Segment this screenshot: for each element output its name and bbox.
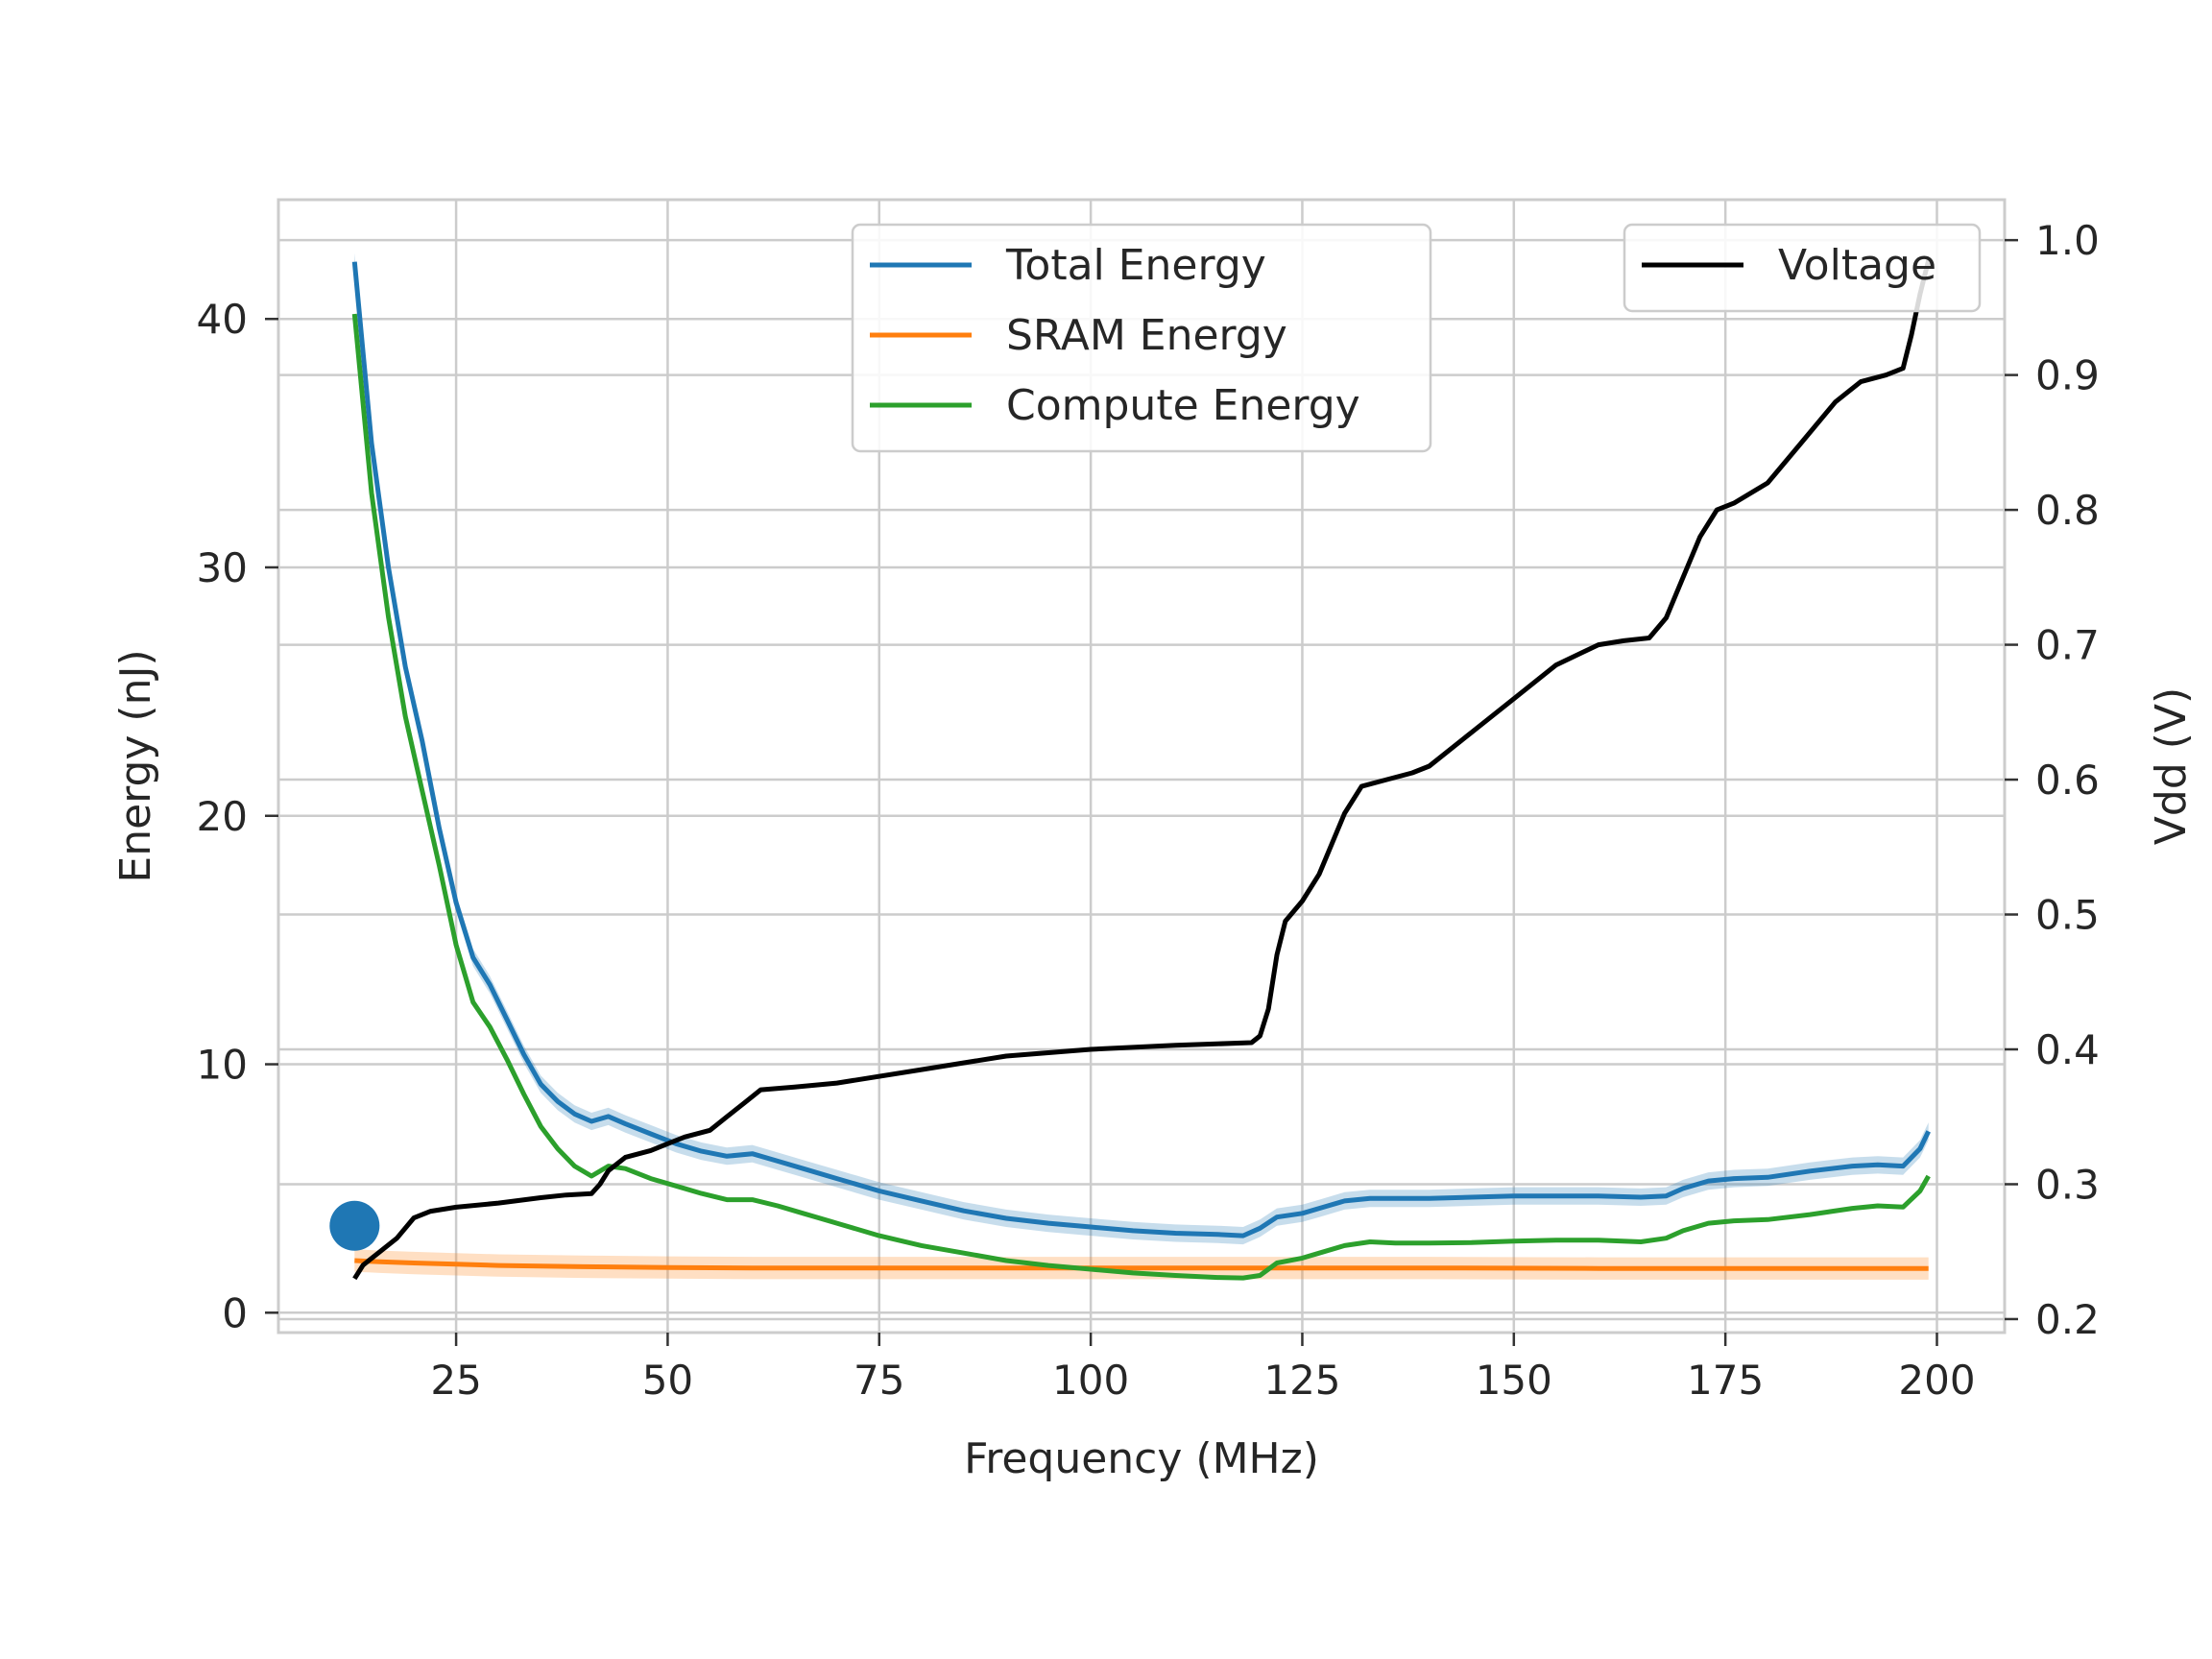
legend-label-sram-energy: SRAM Energy	[1006, 311, 1287, 360]
legend-right: Voltage	[1623, 223, 1982, 313]
markers	[329, 1200, 380, 1251]
y2-tick-label-0-4: 0.4	[2035, 1026, 2100, 1073]
y2-tick-label-0-9: 0.9	[2035, 352, 2100, 399]
legend-label-voltage: Voltage	[1778, 241, 1936, 290]
x-tick-label-100: 100	[1052, 1357, 1129, 1404]
y2-tick-label-0-2: 0.2	[2035, 1296, 2100, 1343]
marker-point	[329, 1200, 380, 1251]
line-compute-energy	[351, 313, 1931, 1281]
legend-left-box	[851, 223, 1432, 453]
y-axis-label: Energy (nJ)	[111, 649, 160, 882]
y-tick-label-20: 20	[197, 793, 248, 840]
series-lines	[351, 259, 1932, 1281]
axis-tick-labels: 25 50 75 100 125 150 175 200 0 10 20 30 40 0.2 0.3 0.4 0…	[197, 217, 2100, 1404]
legend-label-compute-energy: Compute Energy	[1006, 381, 1360, 430]
line-total-energy	[351, 261, 1931, 1238]
line-sram-energy	[354, 1258, 1929, 1271]
legend-label-total-energy: Total Energy	[1005, 241, 1266, 290]
y2-tick-label-0-7: 0.7	[2035, 622, 2100, 669]
y-tick-label-40: 40	[197, 296, 248, 343]
x-tick-label-125: 125	[1263, 1357, 1340, 1404]
x-tick-label-75: 75	[854, 1357, 904, 1404]
plot-frame	[276, 198, 2007, 1334]
x-tick-label-150: 150	[1476, 1357, 1552, 1404]
x-tick-label-175: 175	[1687, 1357, 1764, 1404]
x-tick-label-200: 200	[1898, 1357, 1975, 1404]
y-tick-label-0: 0	[222, 1289, 248, 1336]
y2-tick-label-0-8: 0.8	[2035, 487, 2100, 534]
y2-tick-label-0-6: 0.6	[2035, 757, 2100, 804]
y-tick-label-30: 30	[197, 544, 248, 591]
y-tick-label-10: 10	[197, 1042, 248, 1089]
y2-tick-label-0-5: 0.5	[2035, 892, 2100, 939]
y2-tick-label-0-3: 0.3	[2035, 1161, 2100, 1208]
y2-tick-label-1-0: 1.0	[2035, 217, 2100, 264]
x-axis-label: Frequency (MHz)	[964, 1434, 1319, 1483]
confidence-bands	[354, 252, 1929, 1280]
x-tick-label-50: 50	[642, 1357, 693, 1404]
x-tick-label-25: 25	[430, 1357, 481, 1404]
line-voltage	[352, 259, 1932, 1281]
band-sram-energy	[354, 1249, 1929, 1280]
axis-ticks	[265, 238, 2018, 1346]
legend-right-box	[1623, 223, 1982, 313]
y2-axis-label: Vdd (V)	[2147, 687, 2196, 845]
legend-left: Total Energy SRAM Energy Compute Energy	[851, 223, 1432, 453]
